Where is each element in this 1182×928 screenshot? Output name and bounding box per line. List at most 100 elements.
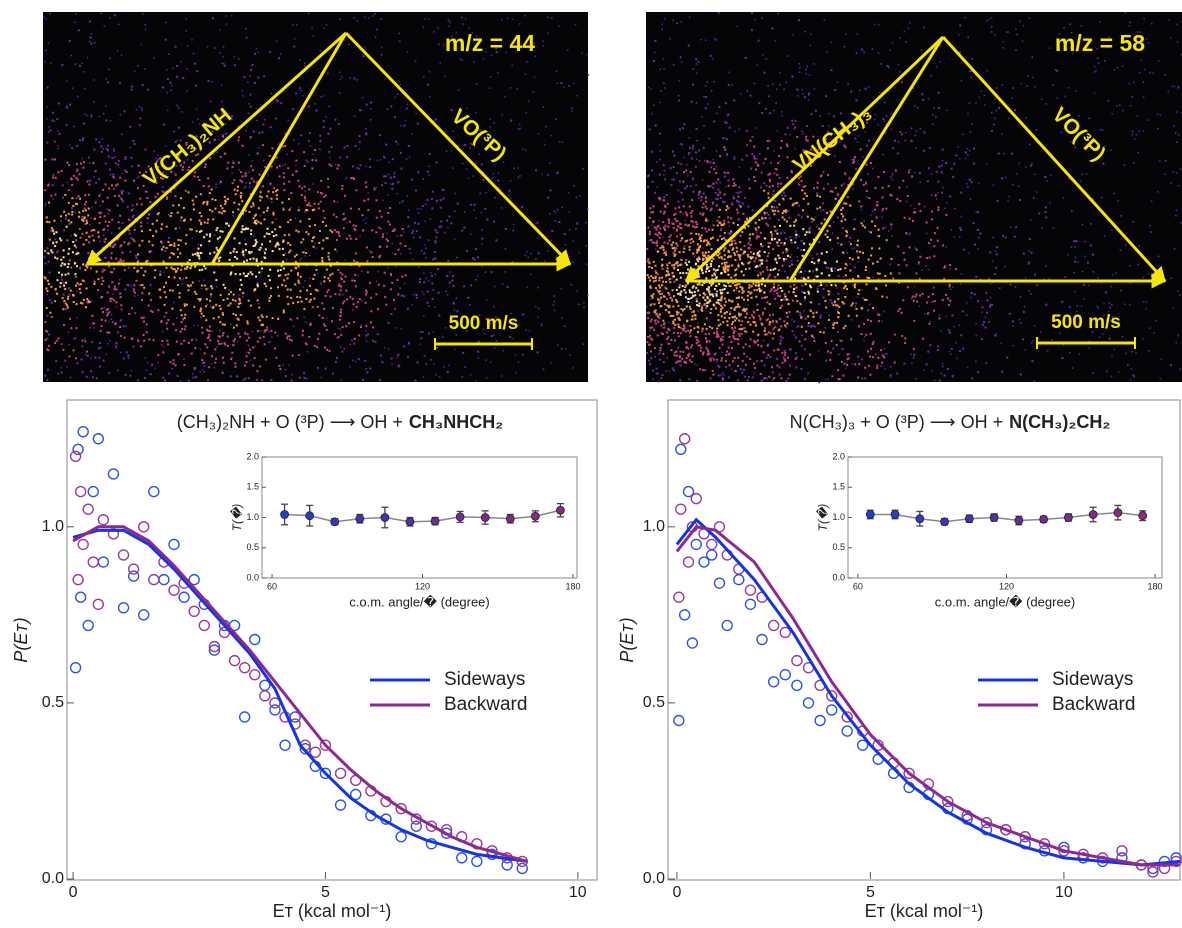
ion-dot [662, 327, 664, 329]
ion-dot [147, 223, 149, 225]
ion-dot [724, 232, 726, 234]
ion-dot [224, 153, 226, 155]
ion-dot [1161, 358, 1163, 360]
ion-dot [547, 16, 549, 18]
ion-dot [724, 298, 726, 300]
ion-dot [224, 196, 226, 198]
ion-dot [678, 80, 680, 82]
ion-dot [760, 373, 762, 375]
ion-dot [177, 256, 179, 258]
ion-dot [264, 252, 266, 254]
ion-dot [193, 53, 195, 55]
ion-dot [784, 232, 786, 234]
ion-dot [438, 314, 440, 316]
ion-dot [736, 251, 738, 253]
ion-dot [115, 345, 117, 347]
ion-dot [693, 327, 695, 329]
ion-dot [249, 258, 251, 260]
ion-dot [71, 178, 73, 180]
ion-dot [370, 297, 372, 299]
ion-dot [720, 272, 722, 274]
ion-dot [838, 275, 840, 277]
ion-dot [766, 269, 768, 271]
ion-dot [242, 248, 244, 250]
ion-dot [878, 92, 880, 94]
ion-dot [158, 212, 160, 214]
ion-dot [448, 20, 450, 22]
ion-dot [171, 85, 173, 87]
ion-dot [677, 360, 679, 362]
ion-dot [537, 287, 539, 289]
ion-dot [692, 225, 694, 227]
ion-dot [1025, 277, 1027, 279]
ion-dot [339, 329, 341, 331]
ion-dot [113, 150, 115, 152]
ion-dot [207, 201, 209, 203]
ion-dot [651, 318, 653, 320]
ion-dot [172, 290, 174, 292]
ion-dot [721, 352, 723, 354]
ion-dot [188, 380, 190, 382]
ion-dot [320, 377, 322, 379]
ion-dot [935, 116, 937, 118]
ion-dot [170, 82, 172, 84]
ion-dot [128, 267, 130, 269]
ion-dot [734, 338, 736, 340]
ion-dot [1027, 75, 1029, 77]
ion-dot [447, 227, 449, 229]
ion-dot [165, 312, 167, 314]
ion-dot [134, 295, 136, 297]
ion-dot [1165, 74, 1167, 76]
ion-dot [62, 308, 64, 310]
ion-dot [440, 207, 442, 209]
ion-dot [210, 293, 212, 295]
ion-dot [797, 325, 799, 327]
ion-dot [678, 206, 680, 208]
ion-dot [276, 167, 278, 169]
ion-dot [348, 44, 350, 46]
ion-dot [747, 256, 749, 258]
ion-dot [669, 278, 671, 280]
ion-dot [46, 348, 48, 350]
ion-dot [394, 308, 396, 310]
ion-dot [462, 23, 464, 25]
ion-dot [421, 250, 423, 252]
ion-dot [46, 338, 48, 340]
ion-dot [165, 296, 167, 298]
ion-dot [744, 245, 746, 247]
ion-dot [1129, 304, 1131, 306]
ion-dot [224, 65, 226, 67]
ion-dot [384, 347, 386, 349]
ion-dot [390, 177, 392, 179]
ion-dot [386, 238, 388, 240]
ion-dot [672, 367, 674, 369]
ion-dot [818, 303, 820, 305]
ion-dot [287, 167, 289, 169]
ion-dot [881, 320, 883, 322]
ion-dot [486, 300, 488, 302]
ion-dot [653, 293, 655, 295]
ion-dot [1094, 66, 1096, 68]
ion-dot [719, 182, 721, 184]
ion-dot [564, 325, 566, 327]
ion-dot [708, 251, 710, 253]
ion-dot [241, 284, 243, 286]
ion-dot [1026, 85, 1028, 87]
ion-dot [196, 340, 198, 342]
ion-dot [805, 69, 807, 71]
ion-dot [923, 27, 925, 29]
ion-dot [727, 274, 729, 276]
ion-dot [691, 199, 693, 201]
ion-dot [713, 81, 715, 83]
ion-dot [992, 304, 994, 306]
ion-dot [354, 145, 356, 147]
ion-dot [688, 298, 690, 300]
ion-dot [237, 208, 239, 210]
ion-dot [341, 351, 343, 353]
ion-dot [307, 204, 309, 206]
ion-dot [94, 218, 96, 220]
ion-dot [299, 186, 301, 188]
ion-dot [680, 259, 682, 261]
ion-dot [945, 294, 947, 296]
ion-dot [716, 302, 718, 304]
